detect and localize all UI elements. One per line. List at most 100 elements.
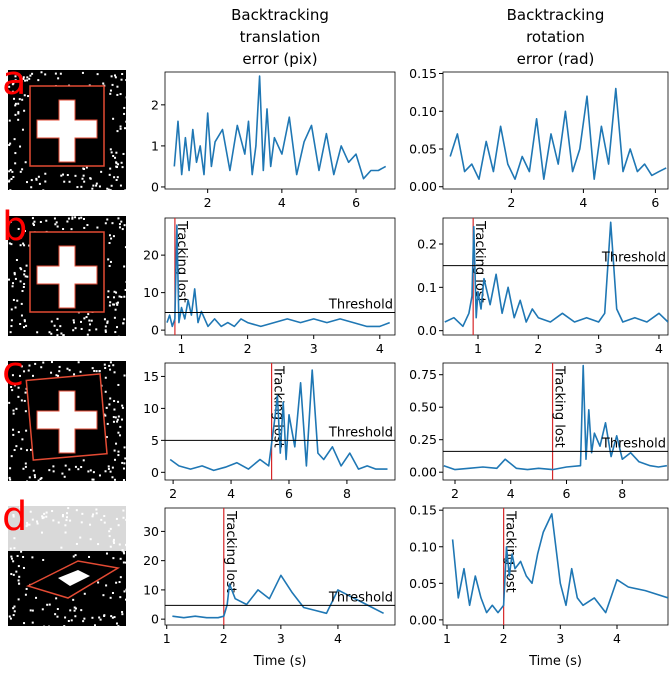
noise [119, 127, 122, 130]
noise [122, 561, 125, 564]
noise [124, 288, 127, 291]
noise [37, 175, 40, 178]
threshold-label: Threshold [328, 298, 393, 313]
noise [53, 217, 56, 220]
noise [92, 478, 95, 481]
noise [62, 334, 65, 337]
noise [25, 587, 28, 590]
noise [23, 326, 26, 329]
noise [116, 93, 119, 96]
noise [109, 260, 112, 263]
x-tick-label: 3 [556, 631, 564, 646]
noise [120, 296, 123, 299]
noise [67, 217, 70, 220]
noise [112, 416, 115, 419]
x-tick-label: 4 [507, 486, 515, 501]
noise [92, 471, 95, 474]
noise [115, 165, 118, 168]
noise [120, 161, 123, 164]
noise [121, 613, 124, 616]
noise [12, 412, 15, 415]
noise [54, 613, 57, 616]
noise [104, 414, 107, 417]
noise [116, 130, 119, 133]
noise [125, 120, 128, 123]
noise [26, 76, 29, 79]
noise [20, 302, 23, 305]
y-tick-label: 10 [143, 401, 159, 416]
noise [50, 332, 53, 335]
noise [93, 369, 96, 372]
noise [50, 361, 53, 364]
noise [20, 268, 23, 271]
noise [25, 181, 28, 184]
noise [113, 399, 116, 402]
x-axis-label: Time (s) [528, 654, 582, 669]
noise [85, 166, 88, 169]
x-tick-label: 8 [618, 486, 626, 501]
noise [13, 384, 16, 387]
noise [108, 242, 111, 245]
noise [118, 295, 121, 298]
noise [111, 591, 114, 594]
noise [24, 161, 27, 164]
noise [23, 273, 26, 276]
noise [125, 598, 128, 601]
noise [39, 478, 42, 481]
tracking-lost-label: Tracking lost [552, 365, 567, 448]
noise [107, 296, 110, 299]
noise [112, 557, 115, 560]
noise [115, 442, 118, 445]
noise [40, 477, 43, 480]
error-line [173, 75, 387, 180]
noise [55, 221, 58, 224]
y-tick-label: 0.00 [409, 179, 437, 194]
noise [115, 291, 118, 294]
noise [116, 303, 119, 306]
noise [121, 461, 124, 464]
plot-area: Tracking lost [165, 218, 395, 335]
noise [107, 188, 110, 191]
noise [13, 610, 16, 613]
noise [39, 220, 42, 223]
noise [27, 95, 30, 98]
y-tick-label: 0 [151, 612, 159, 627]
noise [64, 616, 67, 619]
noise [60, 174, 63, 177]
noise [121, 418, 124, 421]
noise [91, 367, 94, 370]
noise [14, 102, 17, 105]
noise [107, 258, 110, 261]
noise [10, 178, 13, 181]
noise [20, 236, 23, 239]
y-tick-label: 1 [151, 138, 159, 153]
noise [74, 174, 77, 177]
noise [13, 449, 16, 452]
x-tick-label: 4 [376, 341, 384, 356]
noise [22, 566, 25, 569]
noise [50, 371, 53, 374]
x-tick-label: 6 [285, 486, 293, 501]
noise [116, 85, 119, 88]
bright-area [8, 506, 126, 551]
noise [123, 265, 126, 268]
noise [79, 320, 82, 323]
noise [71, 217, 74, 220]
noise [115, 151, 118, 154]
noise [32, 222, 35, 225]
noise [18, 374, 21, 377]
noise [63, 625, 66, 628]
noise [23, 109, 26, 112]
noise [24, 275, 27, 278]
noise [113, 296, 116, 299]
noise [13, 138, 16, 141]
noise [116, 418, 119, 421]
noise [31, 556, 34, 559]
y-tick-label: 0.05 [409, 576, 437, 591]
noise [108, 173, 111, 176]
noise [57, 374, 60, 377]
noise [102, 82, 105, 85]
noise [74, 615, 77, 618]
noise [11, 374, 14, 377]
x-tick-label: 2 [451, 486, 459, 501]
